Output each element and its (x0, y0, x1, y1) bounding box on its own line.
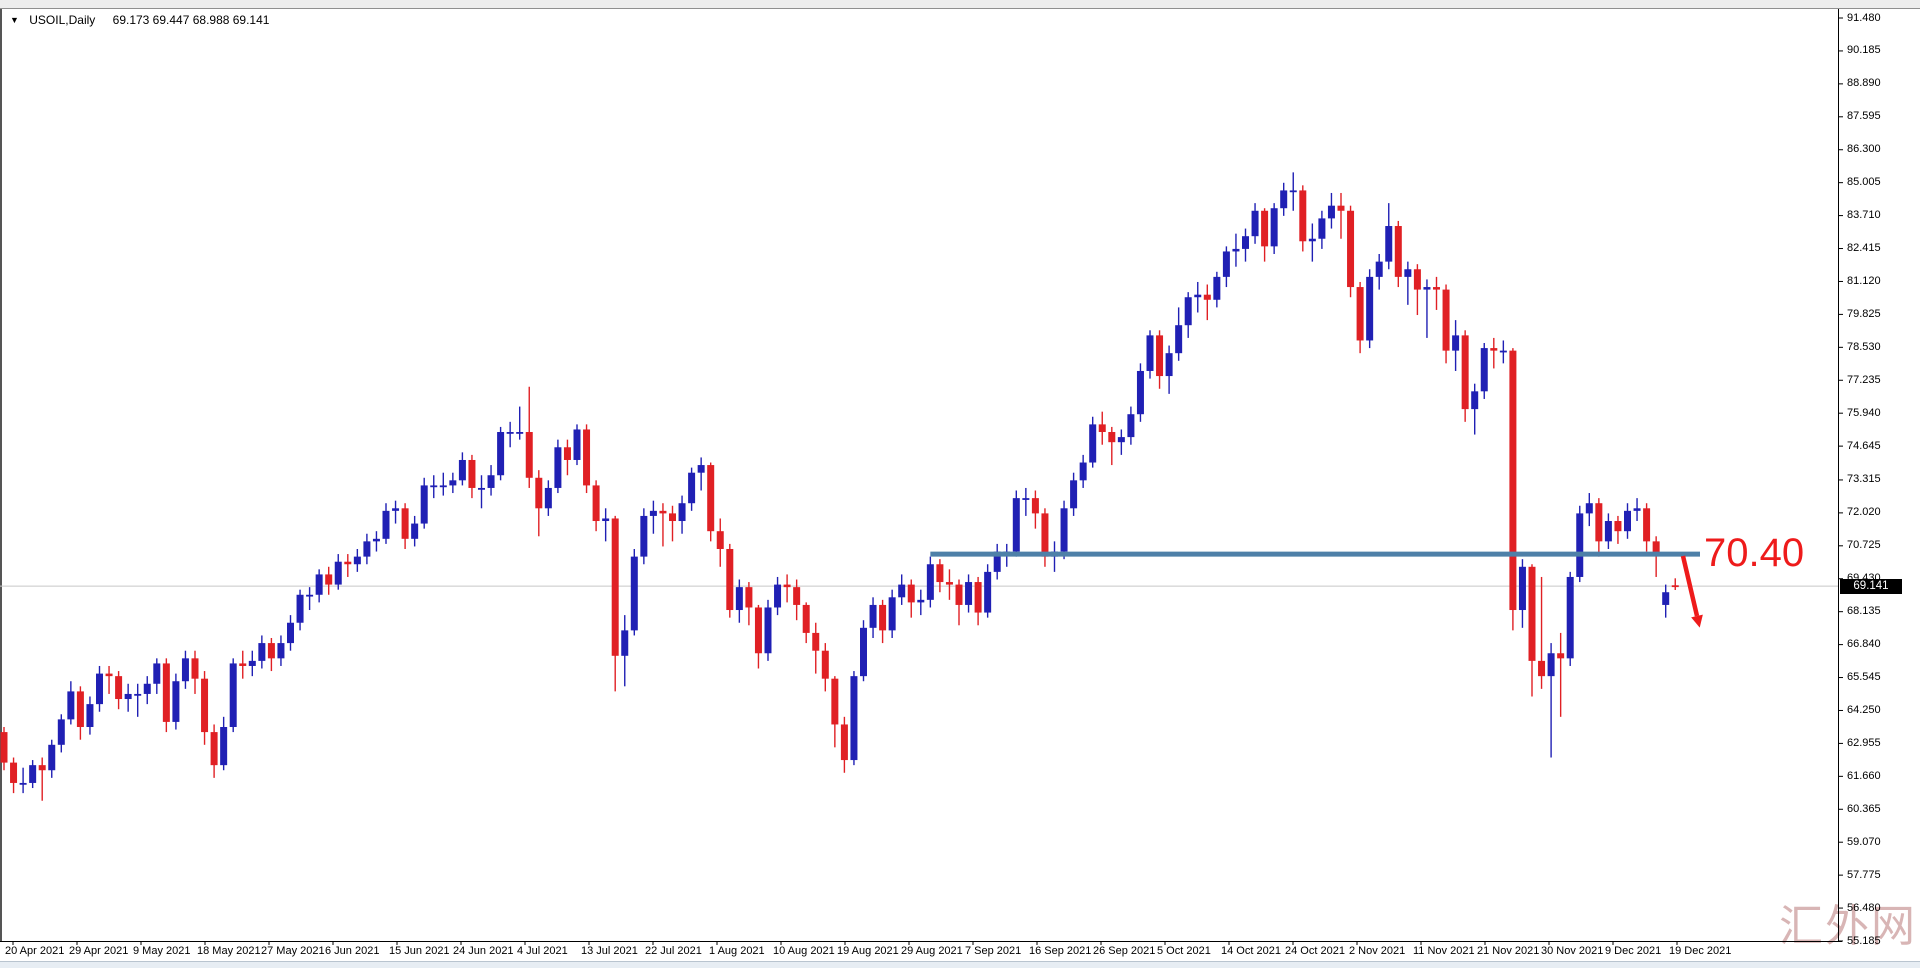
price-axis-label: 61.660 (1847, 769, 1881, 782)
price-axis-label: 73.315 (1847, 473, 1881, 486)
time-axis-label: 27 May 2021 (261, 945, 325, 957)
price-axis-label: 82.415 (1847, 242, 1881, 255)
time-axis-label: 29 Apr 2021 (69, 945, 129, 957)
time-axis-label: 20 Apr 2021 (5, 945, 65, 957)
time-axis-label: 19 Aug 2021 (837, 945, 899, 957)
price-axis-label: 74.645 (1847, 439, 1881, 452)
chart-title: ▼ USOIL,Daily 69.173 69.447 68.988 69.14… (10, 13, 269, 27)
price-axis-label: 66.840 (1847, 638, 1881, 651)
price-axis-label: 81.120 (1847, 274, 1881, 287)
price-axis-label: 55.185 (1847, 934, 1881, 947)
price-axis-label: 60.365 (1847, 802, 1881, 815)
price-axis-label: 59.070 (1847, 835, 1881, 848)
time-axis-label: 21 Nov 2021 (1477, 945, 1540, 957)
price-axis-label: 64.250 (1847, 703, 1881, 716)
price-axis-label: 65.545 (1847, 671, 1881, 684)
time-axis-label: 1 Aug 2021 (709, 945, 765, 957)
price-axis-label: 62.955 (1847, 736, 1881, 749)
watermark: 汇外网 (1779, 902, 1917, 951)
ohlc-values: 69.173 69.447 68.988 69.141 (112, 13, 270, 27)
time-axis-label: 13 Jul 2021 (581, 945, 638, 957)
time-axis-label: 29 Aug 2021 (901, 945, 963, 957)
support-level-label: 70.40 (1704, 531, 1805, 575)
time-axis-label: 11 Nov 2021 (1413, 945, 1475, 957)
time-axis-label: 30 Nov 2021 (1541, 945, 1604, 957)
time-axis-label: 24 Jun 2021 (453, 945, 514, 957)
time-axis-label: 2 Nov 2021 (1349, 945, 1406, 957)
price-axis-label: 68.135 (1847, 605, 1881, 618)
price-axis-label: 85.005 (1847, 176, 1881, 189)
time-axis-label: 15 Jun 2021 (389, 945, 450, 957)
price-axis-label: 72.020 (1847, 506, 1881, 519)
time-axis-label: 10 Aug 2021 (773, 945, 835, 957)
price-axis-label: 83.710 (1847, 209, 1881, 222)
collapse-toggle-icon[interactable]: ▼ (10, 15, 19, 25)
time-axis-label: 22 Jul 2021 (645, 945, 702, 957)
time-axis-label: 14 Oct 2021 (1221, 945, 1281, 957)
price-axis-label: 75.940 (1847, 406, 1881, 419)
time-axis-label: 24 Oct 2021 (1285, 945, 1345, 957)
time-axis-label: 26 Sep 2021 (1093, 945, 1156, 957)
symbol-period-label: USOIL,Daily (29, 13, 96, 27)
price-axis-label: 57.775 (1847, 868, 1881, 881)
window-bottom-border (0, 961, 1920, 968)
time-axis-label: 5 Oct 2021 (1157, 945, 1211, 957)
time-axis-label: 16 Sep 2021 (1029, 945, 1092, 957)
window-top-border (0, 0, 1920, 9)
time-axis-label: 6 Jun 2021 (325, 945, 380, 957)
price-axis-label: 79.825 (1847, 307, 1881, 320)
time-axis-label: 9 Dec 2021 (1605, 945, 1662, 957)
time-axis-label: 19 Dec 2021 (1669, 945, 1732, 957)
price-axis-label: 77.235 (1847, 373, 1881, 386)
price-axis-label: 78.530 (1847, 340, 1881, 353)
time-axis-label: 7 Sep 2021 (965, 945, 1022, 957)
current-price-tag: 69.141 (1840, 579, 1902, 595)
price-axis-label: 56.480 (1847, 901, 1881, 914)
price-axis-label: 87.595 (1847, 110, 1881, 123)
time-axis-label: 9 May 2021 (133, 945, 191, 957)
time-axis-label: 4 Jul 2021 (517, 945, 568, 957)
price-axis-label: 90.185 (1847, 44, 1881, 57)
price-axis-label: 70.725 (1847, 539, 1881, 552)
price-axis-label: 86.300 (1847, 143, 1881, 156)
price-axis-label: 91.480 (1847, 11, 1881, 24)
time-axis-label: 18 May 2021 (197, 945, 261, 957)
price-axis-label: 88.890 (1847, 77, 1881, 90)
